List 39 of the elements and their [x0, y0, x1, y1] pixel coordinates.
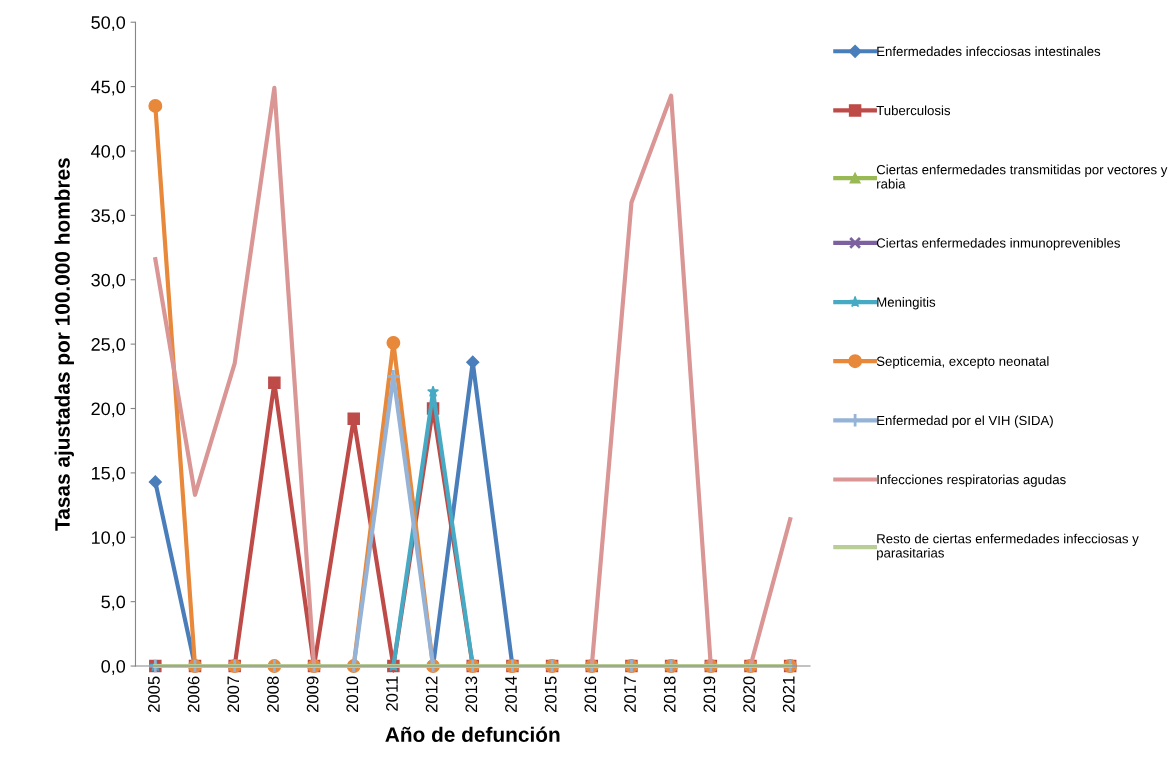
legend-label: Ciertas enfermedades transmitidas por vectores y rabia	[876, 164, 1168, 189]
y-tick-label: 50,0	[91, 16, 126, 32]
y-tick-label: 20,0	[91, 402, 126, 418]
y-tick-label: 5,0	[101, 595, 126, 611]
x-tick-label: 2015	[544, 676, 557, 712]
y-tick-label: 35,0	[91, 209, 126, 225]
legend-label: Infecciones respiratorias agudas	[877, 474, 1066, 487]
x-tick-label: 2020	[743, 676, 755, 712]
x-tick-label: 2021	[782, 676, 795, 712]
y-tick-label: 15,0	[92, 466, 126, 482]
x-tick-label: 2008	[267, 676, 279, 712]
x-tick-label: 2019	[703, 676, 716, 712]
y-tick-label: 0,0	[101, 659, 126, 675]
x-tick-label: 2017	[624, 676, 636, 712]
x-axis-title: Año de defunción	[385, 726, 560, 743]
x-tick-label: 2016	[584, 676, 597, 712]
y-tick-label: 10,0	[92, 531, 126, 547]
legend-label: Septicemia, excepto neonatal	[876, 356, 1049, 369]
x-tick-label: 2018	[663, 676, 676, 712]
x-tick-label: 2005	[148, 676, 160, 712]
legend-label: Meningitis	[877, 297, 936, 310]
legend-label: Enfermedades infecciosas intestinales	[877, 46, 1101, 57]
x-tick-label: 2014	[505, 676, 517, 712]
legend-label: Enfermedad por el VIH (SIDA)	[877, 415, 1053, 428]
x-tick-label: 2007	[227, 676, 240, 712]
x-tick-label: 2009	[306, 676, 319, 712]
x-tick-label: 2010	[346, 676, 359, 712]
x-tick-label: 2006	[187, 676, 200, 712]
x-tick-label: 2012	[425, 676, 438, 712]
legend-label: Ciertas enfermedades inmunoprevenibles	[876, 237, 1120, 251]
y-tick-label: 45,0	[91, 80, 126, 96]
x-tick-label: 2011	[386, 676, 398, 711]
y-tick-label: 30,0	[91, 273, 126, 289]
x-tick-label: 2013	[465, 676, 478, 712]
y-tick-label: 25,0	[91, 338, 126, 353]
y-tick-label: 40,0	[91, 144, 126, 160]
y-axis-title: Tasas ajustadas por 100.000 hombres	[54, 158, 74, 531]
legend-label: Tuberculosis	[876, 105, 951, 116]
legend-label: Resto de ciertas enfermedades infecciosas y parasitarias	[877, 533, 1139, 561]
